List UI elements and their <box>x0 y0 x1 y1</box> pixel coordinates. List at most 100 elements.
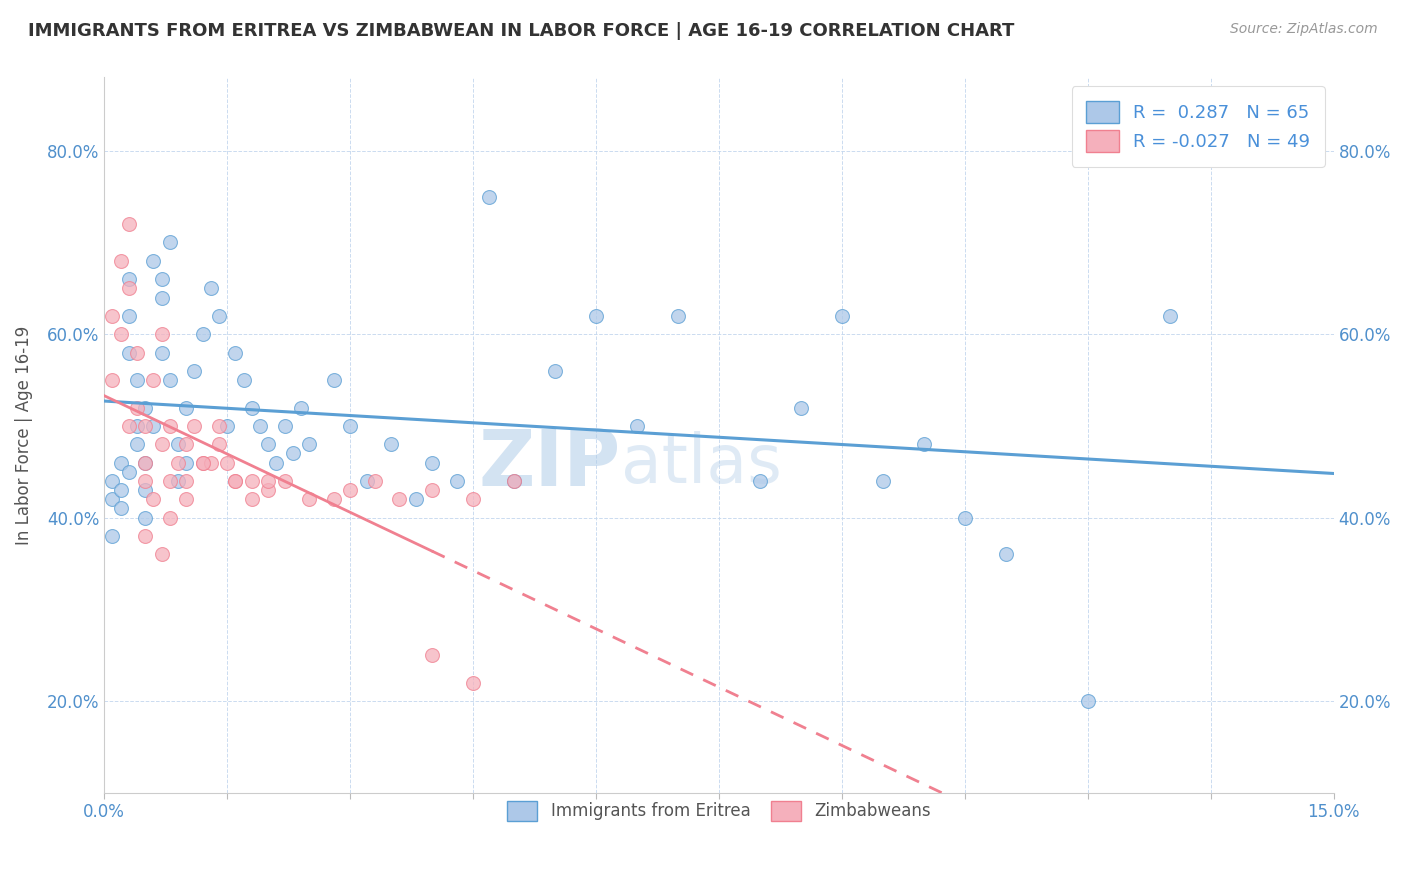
Point <box>224 474 246 488</box>
Point <box>461 492 484 507</box>
Point <box>405 492 427 507</box>
Point <box>150 547 173 561</box>
Point <box>790 401 813 415</box>
Point <box>224 345 246 359</box>
Text: atlas: atlas <box>620 431 782 497</box>
Point <box>388 492 411 507</box>
Point <box>134 510 156 524</box>
Point <box>420 456 443 470</box>
Point <box>281 446 304 460</box>
Point <box>208 309 231 323</box>
Point <box>110 327 132 342</box>
Point <box>125 437 148 451</box>
Point <box>134 456 156 470</box>
Point <box>200 281 222 295</box>
Point <box>159 373 181 387</box>
Point <box>240 474 263 488</box>
Point <box>118 309 141 323</box>
Point <box>1159 309 1181 323</box>
Point <box>420 483 443 497</box>
Point <box>626 418 648 433</box>
Point <box>167 474 190 488</box>
Point <box>134 529 156 543</box>
Point <box>174 492 197 507</box>
Point <box>142 492 165 507</box>
Point <box>174 456 197 470</box>
Legend: Immigrants from Eritrea, Zimbabweans: Immigrants from Eritrea, Zimbabweans <box>494 788 943 834</box>
Point <box>183 364 205 378</box>
Point <box>159 474 181 488</box>
Point <box>134 418 156 433</box>
Point <box>150 327 173 342</box>
Point <box>159 418 181 433</box>
Point <box>134 401 156 415</box>
Point <box>174 474 197 488</box>
Point <box>666 309 689 323</box>
Point <box>142 418 165 433</box>
Point <box>322 373 344 387</box>
Point <box>134 474 156 488</box>
Point <box>150 291 173 305</box>
Point <box>110 501 132 516</box>
Point <box>125 401 148 415</box>
Point <box>257 474 280 488</box>
Point <box>232 373 254 387</box>
Point <box>142 253 165 268</box>
Point <box>118 272 141 286</box>
Point <box>217 456 239 470</box>
Point <box>364 474 387 488</box>
Point <box>167 437 190 451</box>
Point <box>503 474 526 488</box>
Point <box>125 345 148 359</box>
Point <box>118 465 141 479</box>
Point <box>249 418 271 433</box>
Point <box>380 437 402 451</box>
Point <box>478 189 501 203</box>
Point <box>339 418 361 433</box>
Point <box>257 437 280 451</box>
Point <box>118 281 141 295</box>
Point <box>142 373 165 387</box>
Point <box>159 510 181 524</box>
Point <box>101 492 124 507</box>
Point <box>208 437 231 451</box>
Point <box>159 235 181 250</box>
Point <box>240 492 263 507</box>
Point <box>322 492 344 507</box>
Point <box>118 418 141 433</box>
Point <box>101 309 124 323</box>
Point <box>872 474 894 488</box>
Point <box>174 437 197 451</box>
Point <box>118 217 141 231</box>
Point <box>273 474 295 488</box>
Text: Source: ZipAtlas.com: Source: ZipAtlas.com <box>1230 22 1378 37</box>
Point <box>125 418 148 433</box>
Point <box>748 474 770 488</box>
Point <box>101 529 124 543</box>
Point <box>339 483 361 497</box>
Point <box>420 648 443 662</box>
Point <box>298 437 321 451</box>
Point <box>101 373 124 387</box>
Point <box>208 418 231 433</box>
Point <box>150 272 173 286</box>
Point <box>1077 694 1099 708</box>
Point <box>257 483 280 497</box>
Point <box>101 474 124 488</box>
Point <box>544 364 567 378</box>
Point <box>273 418 295 433</box>
Point <box>183 418 205 433</box>
Point <box>150 437 173 451</box>
Point <box>167 456 190 470</box>
Point <box>446 474 468 488</box>
Point <box>200 456 222 470</box>
Y-axis label: In Labor Force | Age 16-19: In Labor Force | Age 16-19 <box>15 326 32 545</box>
Point <box>290 401 312 415</box>
Point <box>110 456 132 470</box>
Text: IMMIGRANTS FROM ERITREA VS ZIMBABWEAN IN LABOR FORCE | AGE 16-19 CORRELATION CHA: IMMIGRANTS FROM ERITREA VS ZIMBABWEAN IN… <box>28 22 1015 40</box>
Point <box>831 309 853 323</box>
Point <box>503 474 526 488</box>
Point <box>994 547 1017 561</box>
Point <box>953 510 976 524</box>
Point <box>298 492 321 507</box>
